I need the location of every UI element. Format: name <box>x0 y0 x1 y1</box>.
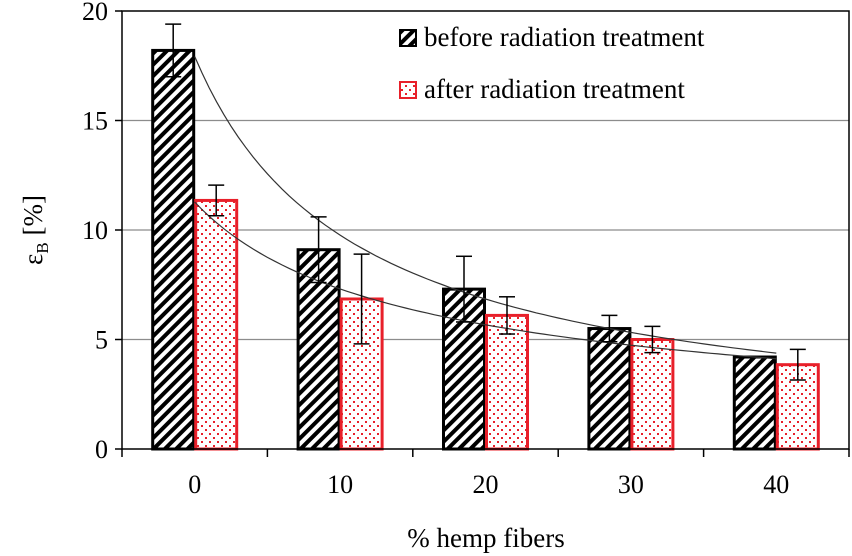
bar-after-20 <box>485 313 529 451</box>
bar-after-0 <box>194 198 239 451</box>
bar-after-30 <box>630 338 675 451</box>
error-bars <box>165 23 806 381</box>
trendline-after <box>194 201 777 360</box>
legend-label: after radiation treatment <box>424 74 685 104</box>
y-tick-label: 5 <box>95 326 108 355</box>
trendline-before <box>194 56 777 354</box>
x-axis-label: % hemp fibers <box>407 523 564 553</box>
y-tick-label: 10 <box>82 216 108 245</box>
x-tick-label: 10 <box>327 470 353 499</box>
x-tick-label: 20 <box>473 470 499 499</box>
x-tick-label: 40 <box>763 470 789 499</box>
y-tick-label: 15 <box>82 107 108 136</box>
bar-before-40 <box>732 355 777 451</box>
bars <box>151 48 820 451</box>
plot-frame <box>121 10 850 450</box>
trendlines <box>194 56 777 360</box>
y-tick-label: 20 <box>82 0 108 26</box>
bar-before-30 <box>587 327 632 451</box>
bar-before-0 <box>151 48 196 451</box>
x-tick-labels: 0 10 20 30 40 <box>188 470 789 499</box>
x-tick-label: 0 <box>188 470 201 499</box>
legend-swatch <box>399 29 417 47</box>
legend-label: before radiation treatment <box>424 22 705 52</box>
x-tick-label: 30 <box>618 470 644 499</box>
legend-swatch <box>399 81 417 99</box>
y-axis-label-unit: [%] <box>18 195 48 242</box>
y-axis-label: εB [%] <box>18 195 52 265</box>
y-axis-label-symbol: ε <box>18 254 48 265</box>
axes <box>115 10 850 457</box>
y-tick-label: 0 <box>95 435 108 464</box>
legend: before radiation treatment after radiatio… <box>399 22 705 104</box>
y-tick-labels: 0 5 10 15 20 <box>82 0 108 464</box>
y-axis-label-subscript: B <box>33 242 52 253</box>
